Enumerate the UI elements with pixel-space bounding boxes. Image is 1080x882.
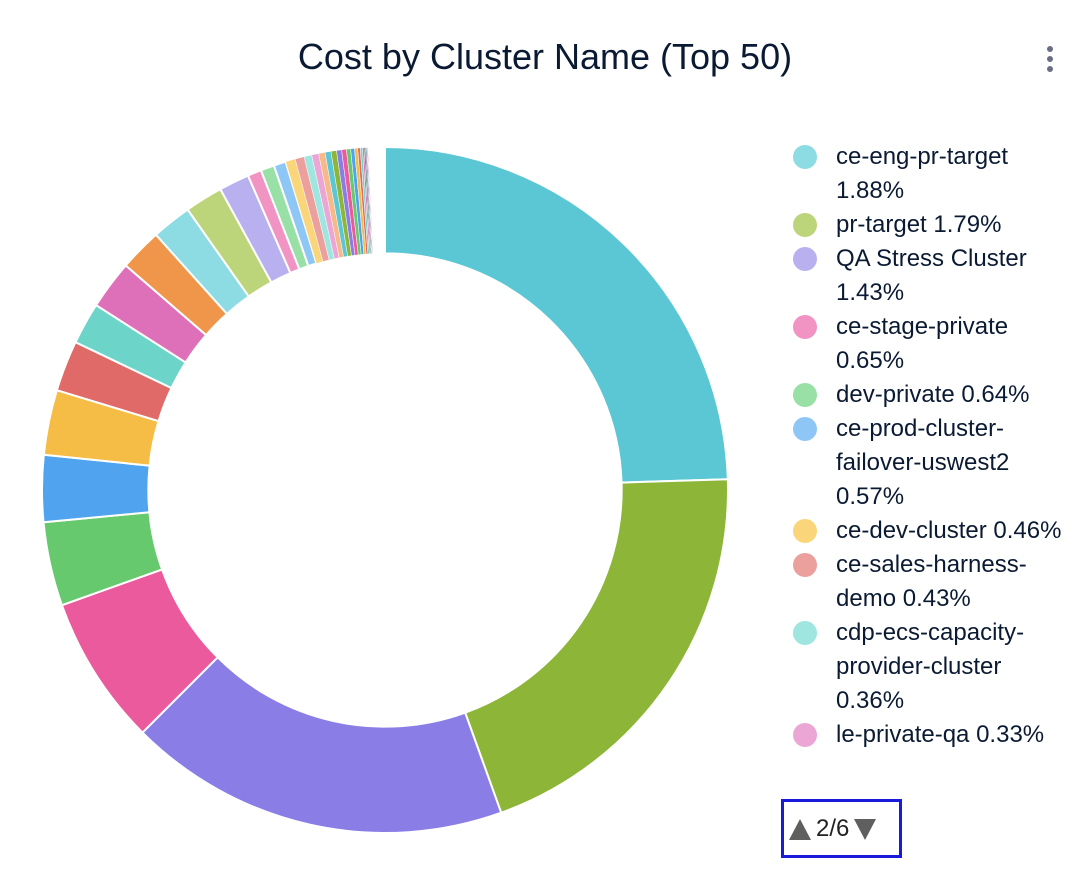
- legend-value: 0.36%: [836, 687, 905, 714]
- legend-value: 1.79%: [933, 211, 1002, 238]
- legend-value: 0.65%: [836, 347, 905, 374]
- slice[interactable]: [463, 478, 729, 815]
- page-down[interactable]: [851, 816, 881, 842]
- legend-swatch: [793, 383, 817, 407]
- page-indicator: 2/6: [816, 814, 850, 842]
- legend-value: 0.64%: [961, 381, 1030, 408]
- chart-title: Cost by Cluster Name (Top 50): [297, 36, 793, 77]
- slice[interactable]: [384, 145, 729, 484]
- legend-value: 0.33%: [976, 721, 1045, 748]
- legend-swatch: [793, 145, 817, 169]
- legend-label: QA Stress Cluster: [836, 245, 1027, 272]
- legend-entry[interactable]: ce-eng-pr-target 1.88%: [790, 140, 1068, 208]
- legend-label: le-private-qa: [836, 721, 970, 748]
- legend: ce-eng-pr-target 1.88% pr-target 1.79% QA …: [790, 140, 1075, 788]
- legend-entry[interactable]: le-private-qa 0.33%: [790, 718, 1068, 752]
- menu-button[interactable]: [1042, 44, 1058, 74]
- legend-label: ce-sales-harness-demo: [836, 551, 1027, 612]
- legend-entry[interactable]: cdp-ecs-capacity-provider-cluster 0.36%: [790, 616, 1068, 718]
- legend-entry[interactable]: ce-dev-cluster 0.46%: [790, 514, 1068, 548]
- donut-chart: [41, 145, 729, 834]
- legend-swatch: [793, 553, 817, 577]
- legend-value: 0.57%: [836, 483, 905, 510]
- legend-value: 0.43%: [902, 585, 971, 612]
- legend-entry[interactable]: ce-sales-harness-demo 0.43%: [790, 548, 1068, 616]
- legend-swatch: [793, 723, 817, 747]
- slice[interactable]: [367, 147, 374, 254]
- legend-value: 1.43%: [836, 279, 905, 306]
- legend-swatch: [793, 315, 817, 339]
- legend-value: 1.88%: [836, 177, 905, 204]
- legend-label: ce-stage-private: [836, 313, 1009, 340]
- legend-label: ce-dev-cluster: [836, 517, 987, 544]
- legend-entry[interactable]: ce-prod-cluster-failover-uswest2 0.57%: [790, 412, 1068, 514]
- legend-swatch: [793, 519, 817, 543]
- legend-label: dev-private: [836, 381, 955, 408]
- legend-entry[interactable]: pr-target 1.79%: [790, 208, 1068, 242]
- legend-swatch: [793, 247, 817, 271]
- legend-label: cdp-ecs-capacity-provider-cluster: [836, 619, 1025, 680]
- legend-swatch: [793, 213, 817, 237]
- legend-label: ce-eng-pr-target: [836, 143, 1009, 170]
- legend-label: ce-prod-cluster-failover-uswest2: [836, 415, 1010, 476]
- page-up[interactable]: [784, 816, 814, 842]
- legend-label: pr-target: [836, 211, 927, 238]
- legend-entry[interactable]: ce-stage-private 0.65%: [790, 310, 1068, 378]
- legend-swatch: [793, 417, 817, 441]
- legend-entry[interactable]: dev-private 0.64%: [790, 378, 1068, 412]
- legend-value: 0.46%: [993, 517, 1062, 544]
- legend-pager: 2/6: [781, 799, 902, 858]
- legend-swatch: [793, 621, 817, 645]
- slice[interactable]: [141, 655, 503, 834]
- legend-entry[interactable]: QA Stress Cluster 1.43%: [790, 242, 1068, 310]
